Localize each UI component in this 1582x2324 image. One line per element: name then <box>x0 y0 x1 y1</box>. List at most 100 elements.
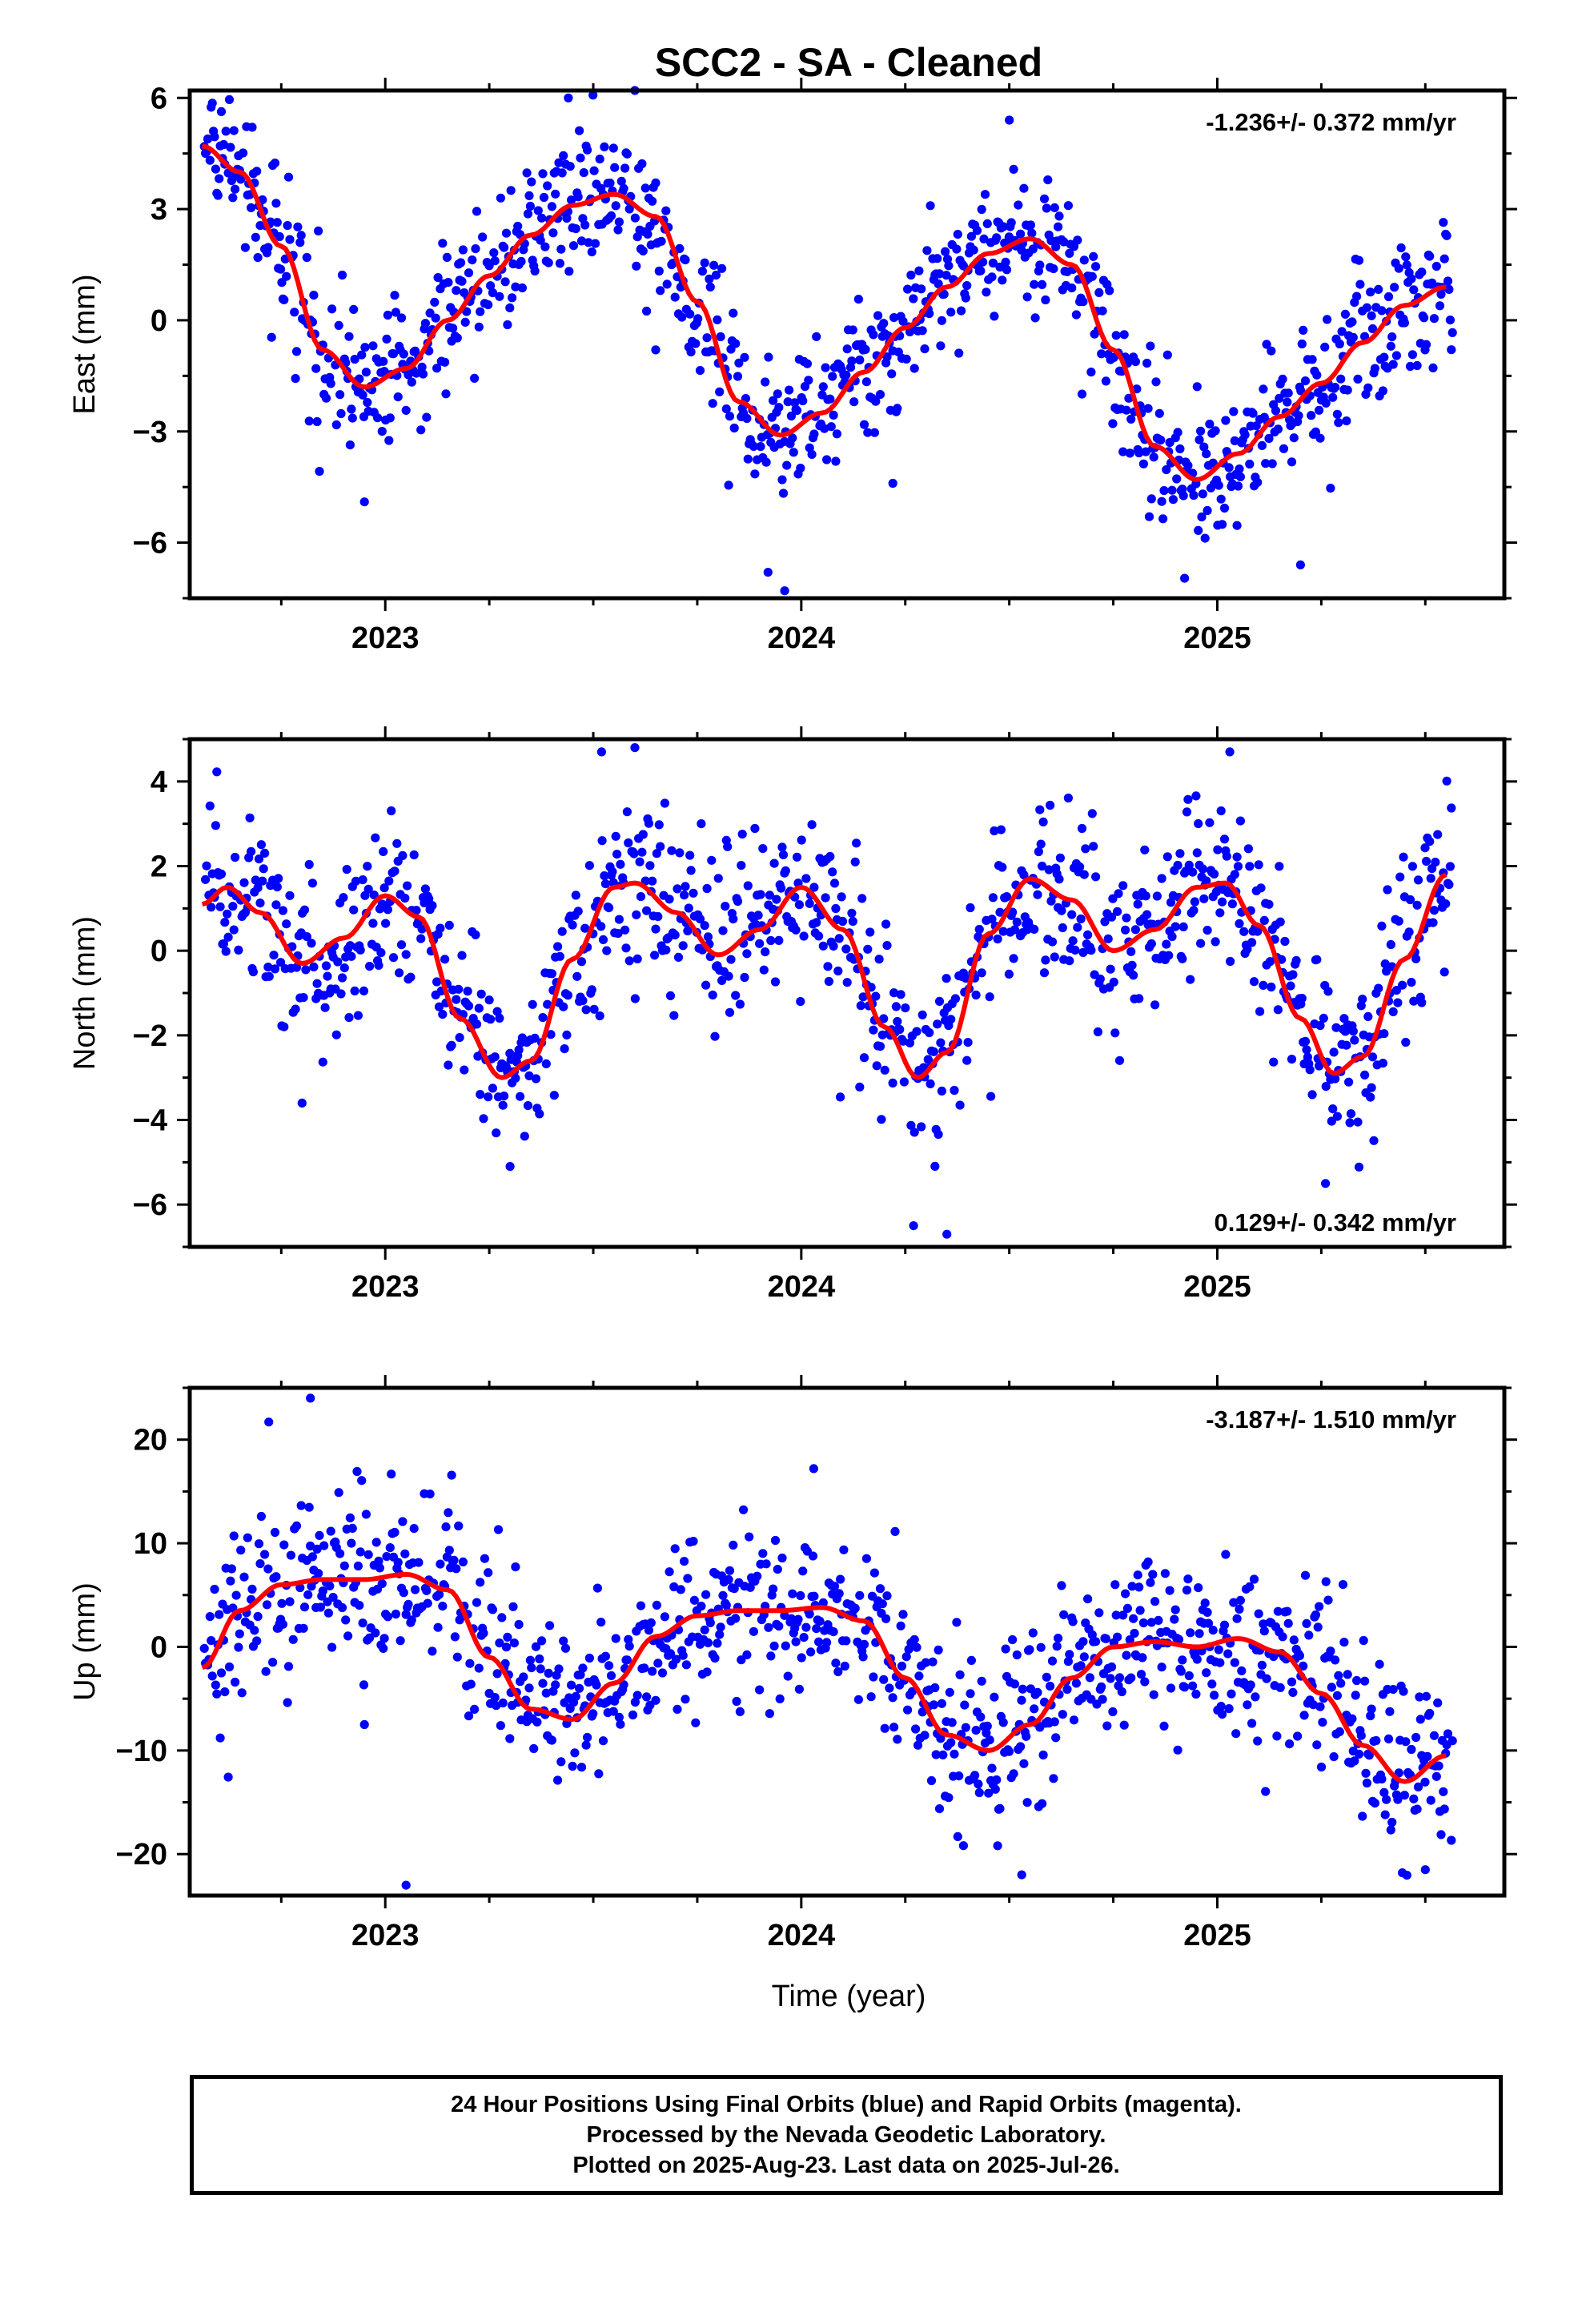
north-point <box>1429 906 1439 915</box>
east-point <box>516 256 526 267</box>
east-point <box>272 218 282 227</box>
east-point <box>1079 255 1089 265</box>
north-point <box>855 1082 865 1092</box>
east-point <box>1355 279 1365 289</box>
north-point <box>219 939 228 949</box>
east-point <box>555 259 565 268</box>
north-point <box>1253 927 1263 936</box>
north-point <box>1323 987 1333 996</box>
north-point <box>1331 1074 1340 1084</box>
north-point <box>345 941 355 951</box>
north-point <box>596 922 606 931</box>
north-point <box>1297 994 1307 1003</box>
north-point <box>1038 817 1048 826</box>
north-point <box>635 857 644 866</box>
east-point <box>401 405 411 415</box>
up-point <box>909 1634 919 1644</box>
up-point <box>815 1616 825 1626</box>
east-point <box>1417 267 1427 277</box>
north-point <box>622 807 632 817</box>
east-point <box>1221 416 1231 425</box>
north-point <box>387 806 396 816</box>
up-point <box>223 1772 233 1782</box>
east-point <box>783 397 793 407</box>
up-point <box>765 1709 775 1719</box>
up-point <box>1108 1707 1118 1717</box>
north-point <box>807 820 817 830</box>
east-point <box>583 145 592 155</box>
east-point <box>420 319 431 328</box>
north-point <box>216 869 227 879</box>
north-point <box>474 1003 484 1013</box>
north-point <box>1044 865 1054 875</box>
east-point <box>1253 477 1263 487</box>
east-point <box>654 266 664 276</box>
up-point <box>1352 1675 1362 1686</box>
north-point <box>1164 951 1174 960</box>
north-point <box>652 849 662 858</box>
east-point <box>536 235 545 245</box>
north-point <box>1328 1104 1338 1114</box>
up-point <box>524 1683 534 1693</box>
east-point <box>1054 222 1063 231</box>
north-point <box>1247 938 1257 947</box>
north-point <box>1157 874 1166 883</box>
x-axis-label: Time (year) <box>772 1980 926 2013</box>
up-point <box>252 1636 262 1646</box>
up-point <box>769 1641 779 1651</box>
up-point <box>1385 1707 1395 1716</box>
north-point <box>681 882 690 891</box>
up-point <box>283 1698 292 1707</box>
east-point <box>547 202 557 211</box>
north-point <box>560 1044 569 1054</box>
up-point <box>651 1695 661 1705</box>
north-point <box>950 1085 959 1096</box>
up-point <box>703 1638 713 1647</box>
east-point <box>588 90 598 100</box>
east-point <box>571 224 580 234</box>
up-point <box>347 1538 356 1548</box>
up-point <box>1254 1609 1263 1618</box>
east-point <box>240 243 250 252</box>
east-point <box>939 289 949 299</box>
east-point <box>1315 433 1325 443</box>
up-point <box>1439 1804 1449 1814</box>
north-point <box>371 833 380 842</box>
up-point <box>1133 1570 1142 1580</box>
up-point <box>357 1476 367 1486</box>
up-point <box>210 1584 219 1594</box>
east-point <box>1335 339 1344 349</box>
north-point <box>743 881 753 891</box>
north-point <box>1063 793 1073 803</box>
east-point <box>263 243 273 252</box>
north-point <box>264 971 274 981</box>
north-point <box>766 935 776 946</box>
up-point <box>680 1557 689 1566</box>
north-point <box>511 1073 520 1083</box>
east-point <box>1262 340 1271 349</box>
north-point <box>535 1109 544 1119</box>
east-point <box>1312 370 1322 380</box>
north-point <box>395 968 404 978</box>
up-point <box>261 1667 271 1676</box>
east-point <box>1202 449 1211 459</box>
north-point <box>936 1038 946 1047</box>
north-point <box>990 826 999 836</box>
north-point <box>987 915 997 924</box>
east-point <box>952 244 962 254</box>
up-point <box>624 1642 634 1651</box>
up-point <box>498 1698 508 1708</box>
north-point <box>543 999 552 1009</box>
east-point <box>648 196 657 206</box>
up-point <box>678 1651 688 1660</box>
up-point <box>1022 1731 1031 1741</box>
north-point <box>1146 939 1156 949</box>
up-point <box>917 1707 927 1717</box>
north-point <box>974 924 984 935</box>
north-point <box>753 911 763 920</box>
east-point <box>825 394 835 404</box>
north-point <box>339 963 349 973</box>
east-point <box>1311 427 1320 436</box>
up-point <box>1149 1690 1158 1699</box>
north-point <box>1425 837 1435 846</box>
